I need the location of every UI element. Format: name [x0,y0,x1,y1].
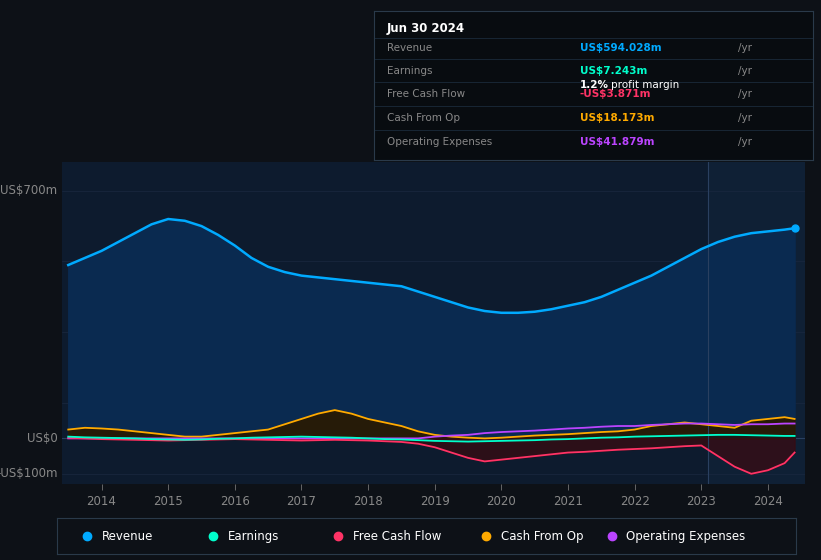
Text: US$7.243m: US$7.243m [580,66,648,76]
Text: US$18.173m: US$18.173m [580,113,654,123]
Text: US$0: US$0 [27,432,57,445]
Text: 1.2%: 1.2% [580,81,609,90]
Text: Earnings: Earnings [227,530,279,543]
Text: Revenue: Revenue [387,43,432,53]
Text: profit margin: profit margin [611,81,679,90]
Text: Free Cash Flow: Free Cash Flow [353,530,442,543]
Text: US$41.879m: US$41.879m [580,137,654,147]
Text: Cash From Op: Cash From Op [501,530,583,543]
Text: /yr: /yr [738,113,752,123]
Text: Earnings: Earnings [387,66,432,76]
Text: -US$3.871m: -US$3.871m [580,89,652,99]
Text: Revenue: Revenue [102,530,154,543]
Text: Operating Expenses: Operating Expenses [626,530,745,543]
Text: Cash From Op: Cash From Op [387,113,460,123]
Text: Free Cash Flow: Free Cash Flow [387,89,465,99]
Text: US$700m: US$700m [0,184,57,197]
Text: /yr: /yr [738,43,752,53]
Text: Jun 30 2024: Jun 30 2024 [387,22,465,35]
Text: Operating Expenses: Operating Expenses [387,137,492,147]
Bar [708,162,805,484]
Text: /yr: /yr [738,89,752,99]
Text: /yr: /yr [738,66,752,76]
Text: /yr: /yr [738,137,752,147]
Text: -US$100m: -US$100m [0,467,57,480]
Text: US$594.028m: US$594.028m [580,43,662,53]
